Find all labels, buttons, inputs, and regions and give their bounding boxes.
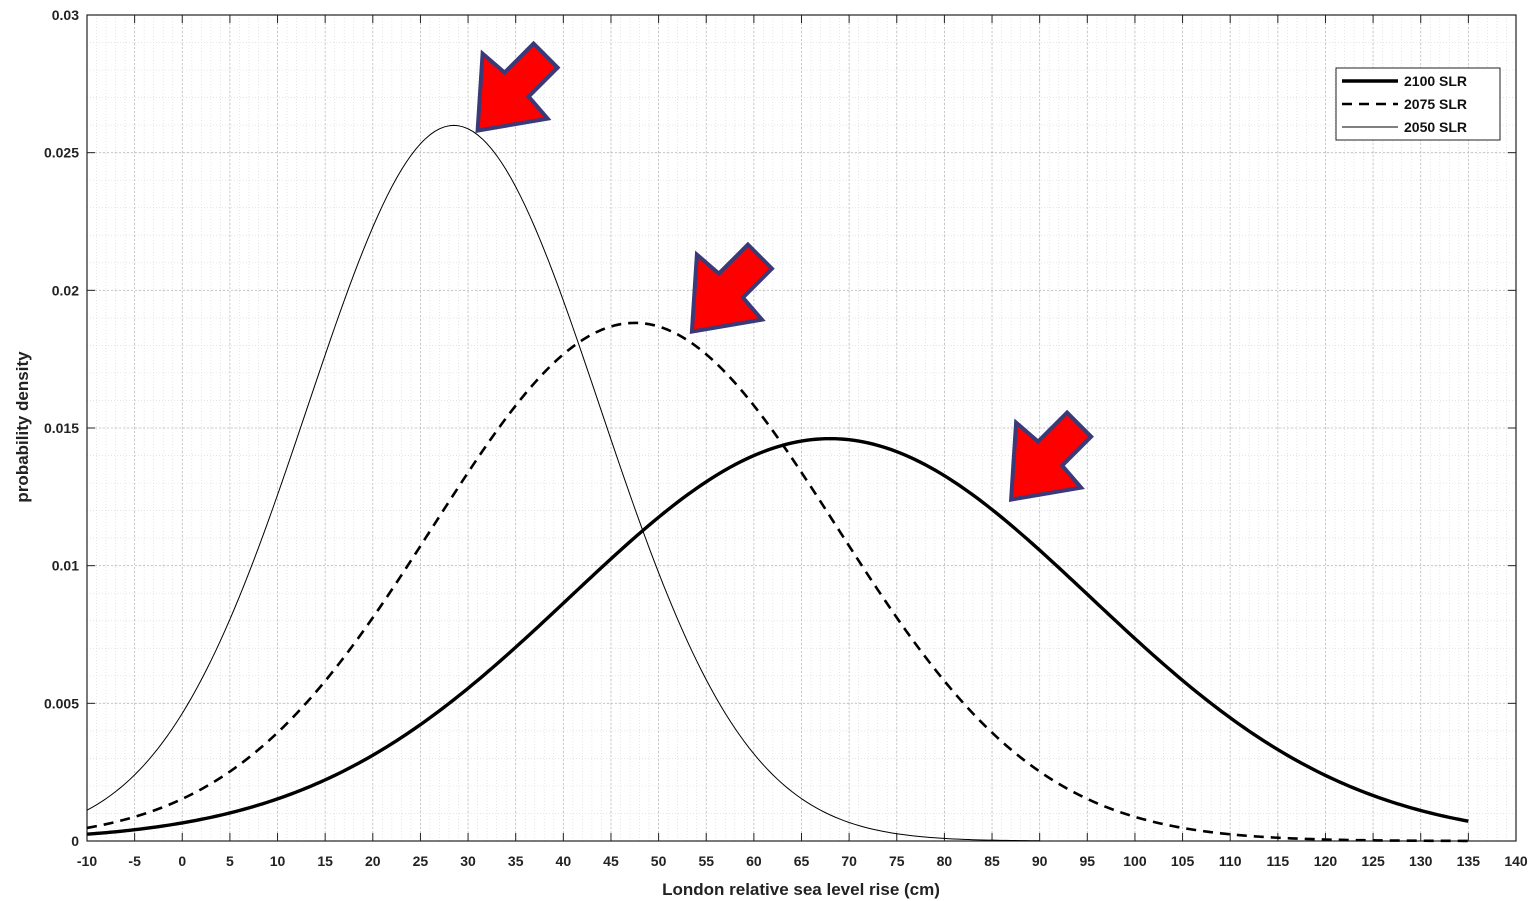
y-tick-label: 0.015 [44,420,79,436]
x-tick-label: 55 [698,853,714,869]
legend-label-2100: 2100 SLR [1404,73,1467,89]
y-axis-label: probability density [13,351,32,503]
x-tick-label: 35 [508,853,524,869]
x-tick-label: 0 [178,853,186,869]
x-tick-label: 80 [937,853,953,869]
y-tick-label: 0.025 [44,145,79,161]
x-tick-label: 60 [746,853,762,869]
x-tick-label: 65 [794,853,810,869]
legend: 2100 SLR 2075 SLR 2050 SLR [1335,67,1501,141]
x-tick-label: 30 [460,853,476,869]
x-tick-label: -5 [128,853,141,869]
x-tick-label: 5 [226,853,234,869]
legend-label-2050: 2050 SLR [1404,119,1467,135]
series-line-2050 [86,124,1040,842]
x-tick-label: 70 [841,853,857,869]
x-tick-label: -10 [77,853,97,869]
y-tick-label: 0.02 [52,282,79,298]
x-tick-label: 120 [1314,853,1338,869]
x-tick-label: 110 [1219,853,1242,869]
x-tick-label: 45 [603,853,619,869]
series-line-2075 [86,321,1469,843]
y-tick-label: 0.01 [52,558,79,574]
x-tick-label: 135 [1457,853,1481,869]
x-tick-label: 10 [270,853,286,869]
x-tick-label: 115 [1267,853,1290,869]
y-tick-label: 0 [71,833,79,849]
x-tick-label: 50 [651,853,667,869]
series-line-2100 [86,436,1469,836]
x-tick-label: 100 [1123,853,1147,869]
x-tick-label: 75 [889,853,905,869]
x-tick-label: 125 [1361,853,1385,869]
x-tick-label: 95 [1080,853,1096,869]
annotation-arrow-3 [1008,409,1094,502]
x-tick-label: 20 [365,853,381,869]
x-tick-label: 130 [1409,853,1433,869]
annotation-arrow-1 [475,40,561,133]
x-tick-label: 90 [1032,853,1048,869]
x-axis-label: London relative sea level rise (cm) [662,880,940,899]
series-lines [86,124,1469,843]
x-tick-labels: -10 -5 0 5 10 15 20 25 30 35 40 45 50 55 60 65 70 75 80 85 9… [77,853,1528,869]
x-tick-label: 15 [317,853,333,869]
y-tick-label: 0.03 [52,7,79,23]
annotation-arrows [475,40,1094,502]
x-tick-label: 85 [984,853,1000,869]
x-tick-label: 105 [1171,853,1195,869]
x-tick-label: 40 [556,853,572,869]
annotation-arrow-2 [689,241,775,334]
legend-label-2075: 2075 SLR [1404,96,1467,112]
x-tick-label: 140 [1504,853,1528,869]
x-tick-label: 25 [413,853,429,869]
y-tick-label: 0.005 [44,695,79,711]
y-tick-labels: 0 0.005 0.01 0.015 0.02 0.025 0.03 [44,7,79,849]
